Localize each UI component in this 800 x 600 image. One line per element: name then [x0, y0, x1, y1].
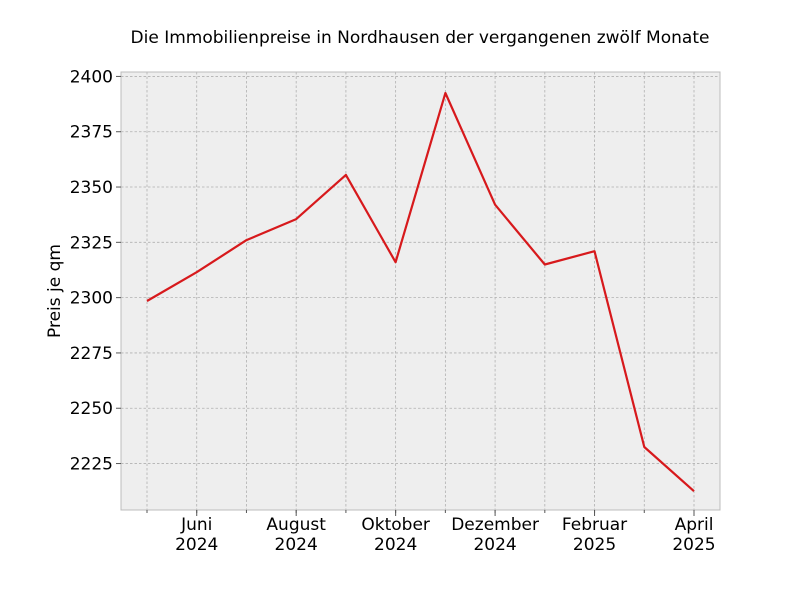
y-tick-label: 2325 [70, 233, 113, 253]
x-axis: Juni2024August2024Oktober2024Dezember202… [146, 510, 716, 555]
y-tick-label: 2300 [70, 289, 113, 309]
x-tick-label-year: 2024 [175, 535, 218, 555]
series-line [146, 91, 695, 493]
y-axis-label: Preis je qm [45, 244, 65, 338]
plot-frame [120, 71, 721, 511]
y-tick-label: 2275 [70, 344, 113, 364]
x-tick-label-year: 2024 [473, 535, 516, 555]
chart-title: Die Immobilienpreise in Nordhausen der v… [131, 28, 710, 48]
x-tick-label-month: Februar [562, 515, 627, 535]
x-tick-label-year: 2024 [374, 535, 417, 555]
x-tick-label-year: 2025 [573, 535, 616, 555]
x-tick-label-month: Juni [180, 515, 212, 535]
plot-area [121, 72, 720, 510]
x-tick-label-year: 2025 [672, 535, 715, 555]
x-tick-label-month: Dezember [451, 515, 539, 535]
x-tick-label-year: 2024 [275, 535, 318, 555]
x-tick-label-month: Oktober [361, 515, 430, 535]
x-tick-label-month: April [675, 515, 714, 535]
x-tick-label-month: August [266, 515, 326, 535]
grid [121, 72, 720, 510]
y-tick-label: 2250 [70, 399, 113, 419]
y-tick-label: 2225 [70, 455, 113, 475]
series-group [146, 91, 695, 493]
y-tick-label: 2375 [70, 123, 113, 143]
y-axis: 2225 2250 2275 2300 2325 2350 2375 2400 [70, 67, 121, 475]
y-tick-label: 2400 [70, 67, 113, 87]
y-tick-label: 2350 [70, 178, 113, 198]
